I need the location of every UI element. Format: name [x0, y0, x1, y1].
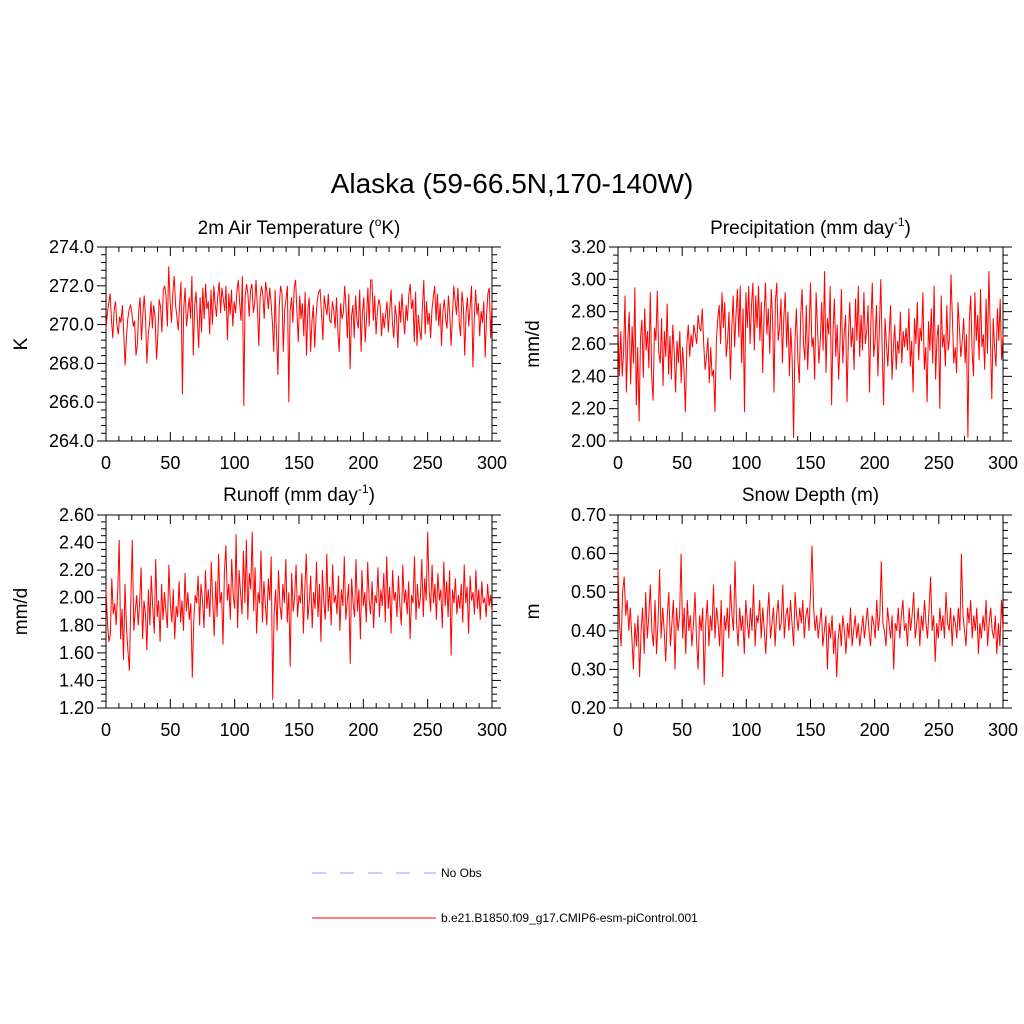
y-tick-label: 2.80 — [571, 302, 606, 322]
x-tick-label: 250 — [413, 720, 443, 740]
panel-runoff: Runoff (mm day-1) 0 50 100 150 200 250 300 1.20 1… — [11, 482, 507, 740]
x-tick-label: 200 — [348, 453, 378, 473]
x-tick-label: 250 — [924, 453, 954, 473]
panel-precip: Precipitation (mm day-1) 0 50 100 150 200 250 3… — [523, 215, 1018, 473]
y-tick-label: 2.20 — [571, 399, 606, 419]
panel-snow: Snow Depth (m) 0 50 100 150 200 250 300 0.20 0.30… — [523, 485, 1018, 740]
y-axis-label-snow: m — [523, 604, 544, 620]
y-tick-label: 272.0 — [49, 276, 94, 296]
y-axis-label-precip: mm/d — [523, 320, 544, 368]
x-tick-label: 250 — [413, 453, 443, 473]
y-tick-label: 2.00 — [571, 431, 606, 451]
x-tick-label: 0 — [613, 720, 623, 740]
x-tick-label: 0 — [101, 453, 111, 473]
y-tick-label: 270.0 — [49, 315, 94, 335]
y-tick-label: 1.60 — [59, 643, 94, 663]
x-tick-label: 300 — [988, 453, 1018, 473]
legend-obs-label: No Obs — [441, 866, 482, 880]
panel-title-superscript: -1 — [358, 482, 369, 496]
y-axis-label-runoff: mm/d — [11, 588, 32, 636]
panel-title-text: Precipitation (mm day — [710, 218, 894, 239]
legend: No Obs b.e21.B1850.f09_g17.CMIP6-esm-piC… — [312, 866, 698, 925]
x-tick-label: 200 — [860, 720, 890, 740]
y-tick-label: 2.60 — [571, 334, 606, 354]
x-tick-label: 100 — [220, 453, 250, 473]
series-line-snow — [617, 545, 1004, 685]
panel-title-temp: 2m Air Temperature (oK) — [198, 215, 401, 239]
x-tick-label: 300 — [477, 720, 507, 740]
series-line-runoff — [105, 531, 493, 700]
x-tick-label: 100 — [731, 720, 761, 740]
y-tick-label: 0.50 — [571, 582, 606, 602]
x-tick-label: 300 — [988, 720, 1018, 740]
x-tick-label: 50 — [672, 453, 692, 473]
panel-title-end: ) — [905, 218, 911, 239]
x-tick-label: 0 — [101, 720, 111, 740]
y-tick-label: 264.0 — [49, 431, 94, 451]
plot-frame-precip — [617, 246, 1004, 442]
panel-title-superscript: o — [375, 215, 382, 229]
legend-model-label: b.e21.B1850.f09_g17.CMIP6-esm-piControl.… — [441, 911, 698, 925]
y-tick-label: 268.0 — [49, 353, 94, 373]
panel-title-text: Runoff (mm day — [223, 485, 358, 506]
y-tick-label: 3.00 — [571, 269, 606, 289]
x-tick-label: 50 — [160, 453, 180, 473]
y-tick-label: 0.30 — [571, 659, 606, 679]
x-tick-label: 250 — [924, 720, 954, 740]
panel-title-end: ) — [369, 485, 375, 506]
panel-title-runoff: Runoff (mm day-1) — [223, 482, 375, 506]
figure-title: Alaska (59-66.5N,170-140W) — [331, 168, 694, 199]
panel-title-text: Snow Depth (m) — [742, 485, 879, 506]
x-tick-label: 150 — [795, 453, 825, 473]
y-tick-label: 2.00 — [59, 588, 94, 608]
panel-title-end: K) — [381, 218, 400, 239]
x-tick-label: 150 — [795, 720, 825, 740]
y-axis-label-temp: K — [11, 337, 32, 350]
plot-frame-temp — [105, 246, 493, 442]
y-tick-label: 1.80 — [59, 615, 94, 635]
panel-title-precip: Precipitation (mm day-1) — [710, 215, 911, 239]
x-tick-label: 0 — [613, 453, 623, 473]
y-tick-label: 2.40 — [59, 533, 94, 553]
x-tick-label: 50 — [672, 720, 692, 740]
panel-title-text: 2m Air Temperature ( — [198, 218, 376, 239]
y-tick-label: 2.40 — [571, 366, 606, 386]
y-tick-label: 274.0 — [49, 237, 94, 257]
y-tick-label: 1.20 — [59, 698, 94, 718]
x-tick-label: 50 — [160, 720, 180, 740]
y-tick-label: 0.20 — [571, 698, 606, 718]
x-tick-label: 100 — [731, 453, 761, 473]
x-tick-label: 300 — [477, 453, 507, 473]
y-tick-label: 3.20 — [571, 237, 606, 257]
y-tick-label: 2.60 — [59, 505, 94, 525]
panel-temp: 2m Air Temperature (oK) 0 50 100 150 200 250 30… — [11, 215, 507, 473]
y-tick-label: 2.20 — [59, 560, 94, 580]
x-tick-label: 150 — [284, 720, 314, 740]
panel-title-snow: Snow Depth (m) — [742, 485, 879, 506]
x-tick-label: 100 — [220, 720, 250, 740]
x-tick-label: 200 — [348, 720, 378, 740]
y-tick-label: 266.0 — [49, 392, 94, 412]
y-tick-label: 0.60 — [571, 544, 606, 564]
x-tick-label: 200 — [860, 453, 890, 473]
y-tick-label: 0.40 — [571, 621, 606, 641]
y-tick-label: 0.70 — [571, 505, 606, 525]
chart-panels: 2m Air Temperature (oK)0 50 100 150 200 250 30… — [11, 215, 1018, 740]
y-tick-label: 1.40 — [59, 670, 94, 690]
panel-title-superscript: -1 — [894, 215, 905, 229]
series-line-temp — [105, 266, 493, 407]
series-line-precip — [617, 271, 1004, 438]
x-tick-label: 150 — [284, 453, 314, 473]
